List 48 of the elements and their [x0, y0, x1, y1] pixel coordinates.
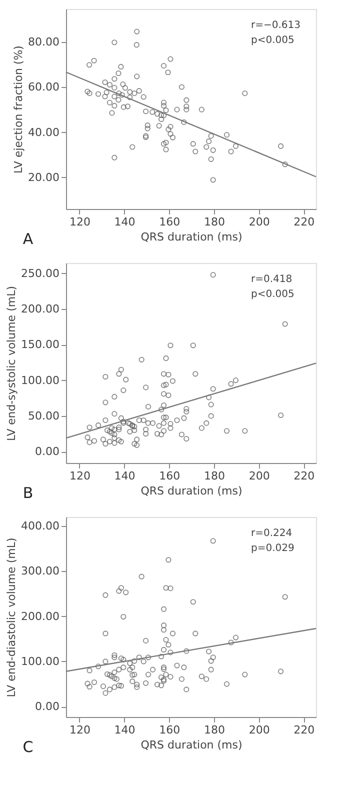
x-tick-label: 180	[204, 470, 225, 482]
y-tick-label: 0.00	[35, 445, 60, 458]
y-tick-label: 0.00	[35, 700, 60, 714]
x-tick-label: 120	[69, 724, 90, 736]
annotation: r=−0.613	[251, 20, 300, 31]
x-tick-label: 180	[204, 216, 225, 228]
annotation: r=0.418	[251, 274, 292, 285]
text: A	[22, 230, 34, 248]
x-tick-label: 140	[114, 470, 136, 482]
y-tick-label: 400.00	[21, 520, 60, 533]
x-tick-label: 120	[69, 470, 90, 482]
y-tick-label: 100.00	[21, 374, 60, 387]
text: C	[22, 738, 34, 756]
x-tick-label: 140	[114, 216, 136, 228]
x-tick-label: 220	[294, 724, 315, 736]
y-tick-label: 250.00	[21, 266, 60, 280]
annotation: p<0.005	[251, 289, 294, 300]
y-tick-label: 300.00	[21, 564, 60, 578]
x-tick-label: 200	[248, 724, 270, 736]
y-tick-label: 100.00	[21, 654, 60, 668]
y-tick-label: 200.00	[21, 610, 60, 623]
x-tick-label: 220	[294, 216, 315, 228]
y-tick-label: 60.00	[28, 80, 60, 94]
y-axis-title: LV ejection fraction (%)	[12, 46, 26, 174]
y-tick-label: 200.00	[21, 302, 60, 316]
x-tick-label: 200	[248, 216, 270, 228]
x-axis-title: QRS duration (ms)	[140, 738, 242, 752]
x-tick-label: 160	[159, 216, 180, 228]
x-tick-label: 120	[69, 216, 90, 228]
annotation: p<0.005	[251, 35, 294, 46]
text: B	[22, 484, 34, 502]
y-tick-label: 20.00	[28, 170, 60, 184]
y-axis-title: LV end-diastolic volume (mL)	[5, 538, 18, 698]
x-tick-label: 200	[248, 470, 270, 482]
y-tick-label: 150.00	[21, 338, 60, 352]
y-tick-label: 50.00	[28, 409, 60, 422]
x-tick-label: 180	[204, 724, 225, 736]
x-tick-label: 160	[159, 724, 180, 736]
x-tick-label: 140	[114, 724, 136, 736]
y-axis-title: LV end-systolic volume (mL)	[5, 286, 18, 441]
x-tick-label: 220	[294, 470, 315, 482]
x-tick-label: 160	[159, 470, 180, 482]
x-axis-title: QRS duration (ms)	[140, 230, 242, 244]
annotation: r=0.224	[251, 528, 292, 539]
annotation: p=0.029	[251, 543, 294, 554]
y-tick-label: 80.00	[28, 36, 60, 49]
y-tick-label: 40.00	[28, 126, 60, 139]
x-axis-title: QRS duration (ms)	[140, 484, 242, 498]
